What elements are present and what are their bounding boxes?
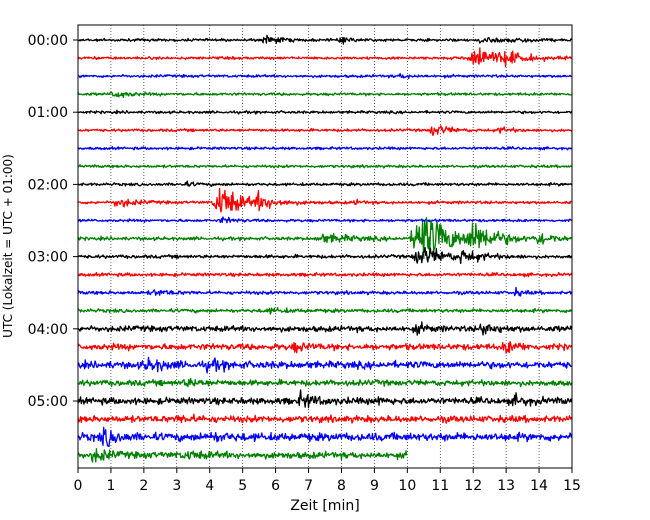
y-tick-label: 01:00	[28, 105, 68, 121]
x-tick-label: 10	[398, 478, 416, 494]
plot-area	[78, 25, 572, 468]
trace-0215	[77, 187, 573, 213]
x-tick-label: 7	[304, 478, 313, 494]
x-tick-label: 11	[431, 478, 449, 494]
x-tick-label: 0	[74, 478, 83, 494]
y-tick-label: 02:00	[28, 177, 68, 193]
x-tick-label: 14	[530, 478, 548, 494]
x-tick-label: 13	[497, 478, 515, 494]
trace-0315	[77, 271, 573, 278]
trace-0430	[77, 356, 573, 374]
trace-0345	[77, 306, 573, 315]
trace-0545	[77, 448, 408, 463]
trace-0245	[77, 217, 573, 260]
trace-0000	[77, 34, 573, 45]
x-axis: 0 1 2 3 4 5 6 7 8 9 10 11 12 13 14 15	[74, 468, 581, 494]
x-axis-label: Zeit [min]	[290, 498, 359, 514]
x-tick-label: 12	[464, 478, 482, 494]
x-tick-label: 15	[563, 478, 581, 494]
grid-lines	[110, 25, 540, 468]
x-tick-label: 3	[172, 478, 181, 494]
y-axis: 00:00 01:00 02:00 03:00 04:00 05:00	[28, 33, 78, 410]
trace-0445	[77, 377, 573, 388]
trace-0415	[77, 340, 573, 354]
seismic-traces	[77, 34, 573, 463]
plot-border	[77, 24, 573, 469]
x-tick-label: 6	[271, 478, 280, 494]
trace-0400	[77, 321, 573, 336]
x-tick-label: 5	[238, 478, 247, 494]
trace-0330	[77, 286, 573, 297]
trace-0200	[77, 180, 573, 187]
x-tick-label: 9	[370, 478, 379, 494]
trace-0530	[77, 426, 573, 448]
trace-0045	[77, 91, 573, 99]
x-tick-label: 4	[205, 478, 214, 494]
trace-0500	[77, 389, 573, 409]
trace-0300	[77, 247, 573, 265]
trace-0115	[77, 125, 573, 137]
y-tick-label: 00:00	[28, 33, 68, 49]
trace-0515	[77, 413, 573, 424]
trace-0015	[77, 47, 573, 68]
x-tick-label: 1	[106, 478, 115, 494]
trace-0100	[77, 109, 572, 115]
trace-0145	[77, 164, 573, 169]
y-tick-label: 03:00	[28, 250, 68, 266]
trace-0130	[77, 145, 573, 151]
y-tick-label: 05:00	[28, 394, 68, 410]
x-tick-label: 2	[139, 478, 148, 494]
y-tick-label: 04:00	[28, 322, 68, 338]
x-tick-label: 8	[337, 478, 346, 494]
trace-0230	[77, 216, 572, 224]
y-axis-label: UTC (Lokalzeit = UTC + 01:00)	[1, 154, 15, 338]
trace-0030	[77, 72, 573, 80]
